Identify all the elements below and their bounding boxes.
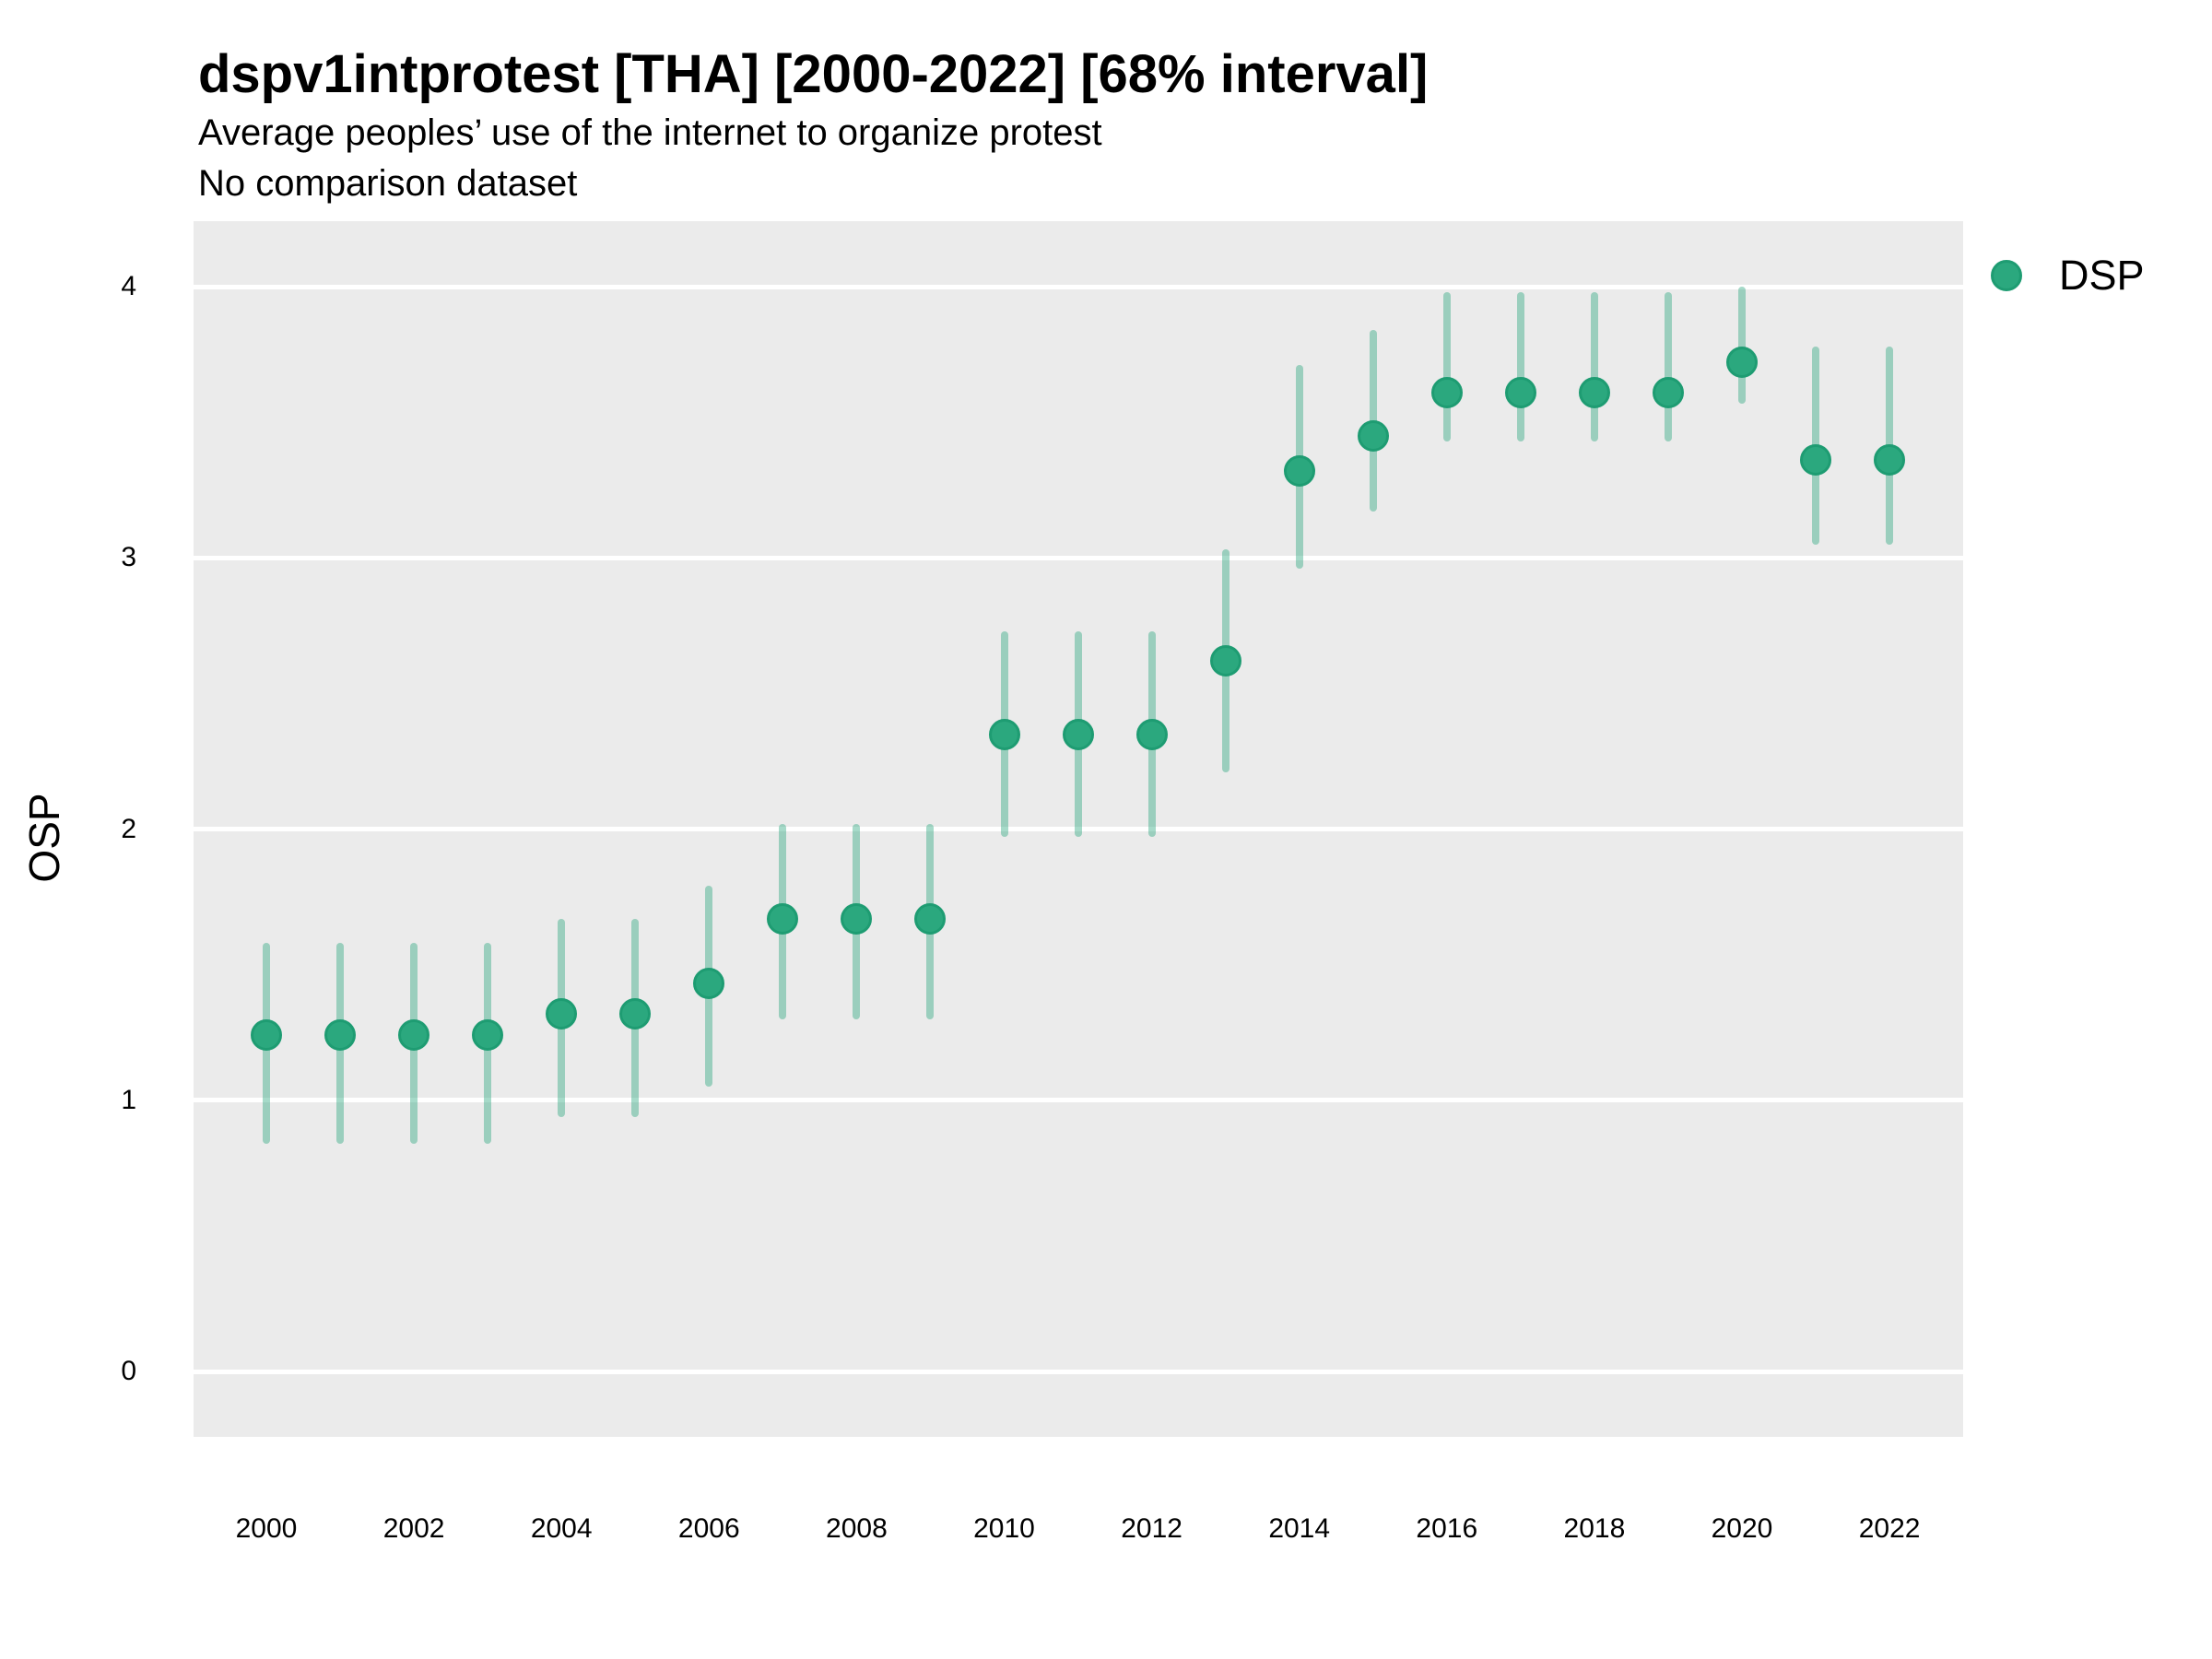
x-tick-label-2002: 2002: [382, 1513, 445, 1544]
data-point-dot-2016: [1430, 376, 1463, 408]
data-point-dot-2020: [1726, 347, 1758, 379]
legend-dot-icon: [1991, 260, 2022, 291]
x-tick-label-2012: 2012: [1121, 1513, 1182, 1544]
legend-label: DSP: [2059, 252, 2145, 299]
x-tick-label-2004: 2004: [530, 1513, 593, 1544]
y-tick-label-0: 0: [121, 1356, 136, 1387]
data-point-dot-2012: [1135, 718, 1168, 750]
data-point-dot-2005: [619, 997, 652, 1030]
x-tick-label-2014: 2014: [1268, 1513, 1331, 1544]
x-tick-label-2006: 2006: [677, 1513, 740, 1544]
data-point-dot-2000: [251, 1019, 282, 1052]
x-tick-label-2016: 2016: [1416, 1513, 1478, 1544]
data-point-dot-2008: [841, 902, 873, 935]
comparison-note: No comparison dataset: [198, 163, 578, 204]
data-point-dot-2002: [398, 1019, 430, 1052]
data-point-dot-2013: [1209, 645, 1241, 677]
gridline-y-0: [194, 1369, 1963, 1374]
data-point-dot-2017: [1504, 376, 1536, 408]
data-point-dot-2021: [1800, 444, 1832, 477]
y-tick-label-2: 2: [121, 813, 136, 844]
y-tick-label-1: 1: [121, 1084, 136, 1115]
gridline-y-3: [194, 555, 1963, 560]
y-tick-label-4: 4: [121, 271, 136, 301]
x-tick-label-2010: 2010: [973, 1513, 1035, 1544]
data-point-dot-2007: [767, 902, 799, 935]
interval-bar-2020: [1738, 287, 1746, 404]
data-point-dot-2006: [693, 968, 725, 1000]
x-tick-label-2018: 2018: [1563, 1513, 1626, 1544]
data-point-dot-2009: [914, 902, 947, 935]
data-point-dot-2003: [472, 1019, 504, 1052]
plot-panel: [194, 221, 1963, 1437]
x-tick-label-2000: 2000: [235, 1513, 298, 1544]
page-title: dspv1intprotest [THA] [2000-2022] [68% i…: [198, 44, 1429, 104]
chart-subtitle: Average peoples’ use of the internet to …: [198, 112, 1102, 153]
x-tick-label-2022: 2022: [1858, 1513, 1921, 1544]
data-point-dot-2010: [988, 718, 1020, 750]
data-point-dot-2004: [546, 997, 578, 1030]
x-tick-label-2020: 2020: [1711, 1513, 1773, 1544]
gridline-y-2: [194, 827, 1963, 832]
interval-bar-2017: [1516, 291, 1524, 441]
y-tick-label-3: 3: [121, 542, 136, 573]
data-point-dot-2022: [1874, 444, 1906, 477]
data-point-dot-2001: [324, 1019, 357, 1052]
x-tick-label-2008: 2008: [826, 1513, 888, 1544]
data-point-dot-2015: [1357, 419, 1389, 452]
data-point-dot-2014: [1283, 455, 1315, 488]
interval-bar-2019: [1664, 291, 1672, 441]
interval-bar-2016: [1442, 291, 1451, 441]
data-point-dot-2019: [1652, 376, 1684, 408]
data-point-dot-2011: [1062, 718, 1094, 750]
gridline-y-1: [194, 1098, 1963, 1103]
interval-bar-2018: [1590, 291, 1598, 441]
gridline-y-4: [194, 284, 1963, 289]
legend: DSP: [1991, 254, 2145, 297]
data-point-dot-2018: [1578, 376, 1610, 408]
